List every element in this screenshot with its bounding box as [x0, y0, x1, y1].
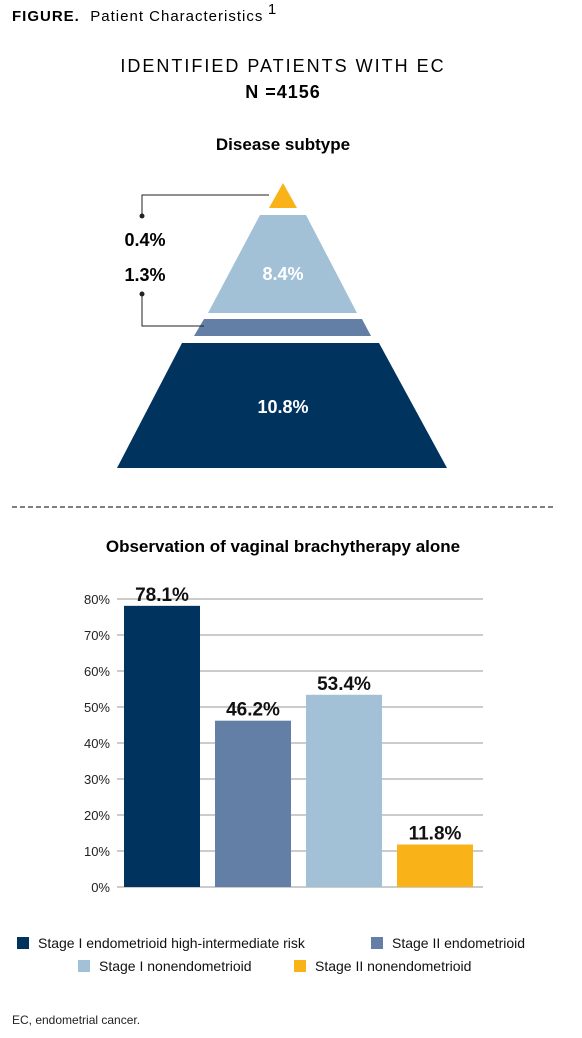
legend-swatch — [17, 937, 29, 949]
pyramid-label-8-4: 8.4% — [262, 264, 303, 284]
legend-swatch — [294, 960, 306, 972]
pyramid-label-10-8: 10.8% — [257, 397, 308, 417]
bar-data-label: 46.2% — [226, 700, 280, 721]
y-tick-label: 10% — [84, 844, 110, 859]
bar-data-label: 11.8% — [409, 824, 462, 845]
legend-label: Stage II nonendometrioid — [315, 958, 471, 974]
figure-label: FIGURE. — [12, 8, 80, 25]
bar — [306, 694, 382, 887]
y-tick-label: 20% — [84, 808, 110, 823]
figure-superscript: 1 — [268, 1, 277, 18]
pyramid-leader-dot-1-3 — [139, 291, 145, 297]
bar-chart-grid: 0% 10% 20% 30% 40% 50% 60% 70% 80% — [84, 592, 483, 895]
pyramid-segment-0-4 — [269, 183, 297, 208]
pyramid-segment-10-8 — [117, 343, 447, 468]
bar-data-label: 78.1% — [135, 585, 189, 606]
pyramid-title: Disease subtype — [216, 135, 350, 154]
legend-swatch — [78, 960, 90, 972]
bar-chart-bars: 78.1% 46.2% 53.4% 11.8% — [124, 585, 473, 887]
footnote: EC, endometrial cancer. — [12, 1013, 140, 1027]
y-tick-label: 70% — [84, 628, 110, 643]
patients-heading: IDENTIFIED PATIENTS WITH EC — [120, 56, 445, 76]
y-tick-label: 30% — [84, 772, 110, 787]
pyramid-leader-1-3 — [141, 294, 204, 327]
bar — [397, 844, 473, 887]
pyramid-segment-8-4 — [208, 215, 357, 313]
bar-data-label: 53.4% — [317, 674, 371, 695]
patients-count: N =4156 — [245, 82, 321, 102]
bar-chart-title: Observation of vaginal brachytherapy alo… — [106, 537, 460, 556]
legend-label: Stage I endometrioid high-intermediate r… — [38, 935, 306, 951]
legend-swatch — [371, 937, 383, 949]
legend-label: Stage II endometrioid — [392, 935, 525, 951]
y-tick-label: 80% — [84, 592, 110, 607]
bar-chart-legend: Stage I endometrioid high-intermediate r… — [17, 935, 525, 974]
pyramid-leader-dot-0-4 — [139, 213, 145, 219]
pyramid-leader-0-4 — [141, 194, 269, 216]
figure-title-text: Patient Characteristics — [90, 8, 263, 25]
y-tick-label: 60% — [84, 664, 110, 679]
pyramid-segment-1-3 — [194, 319, 371, 336]
y-tick-label: 40% — [84, 736, 110, 751]
figure-title: FIGURE. Patient Characteristics 1 — [12, 1, 277, 25]
y-tick-label: 0% — [91, 880, 110, 895]
pyramid-label-0-4: 0.4% — [124, 230, 165, 250]
bar — [124, 605, 200, 887]
bar — [215, 720, 291, 887]
pyramid-label-1-3: 1.3% — [124, 265, 165, 285]
legend-label: Stage I nonendometrioid — [99, 958, 252, 974]
y-tick-label: 50% — [84, 700, 110, 715]
pyramid-chart: 0.4% 1.3% 8.4% 10.8% — [117, 183, 447, 468]
